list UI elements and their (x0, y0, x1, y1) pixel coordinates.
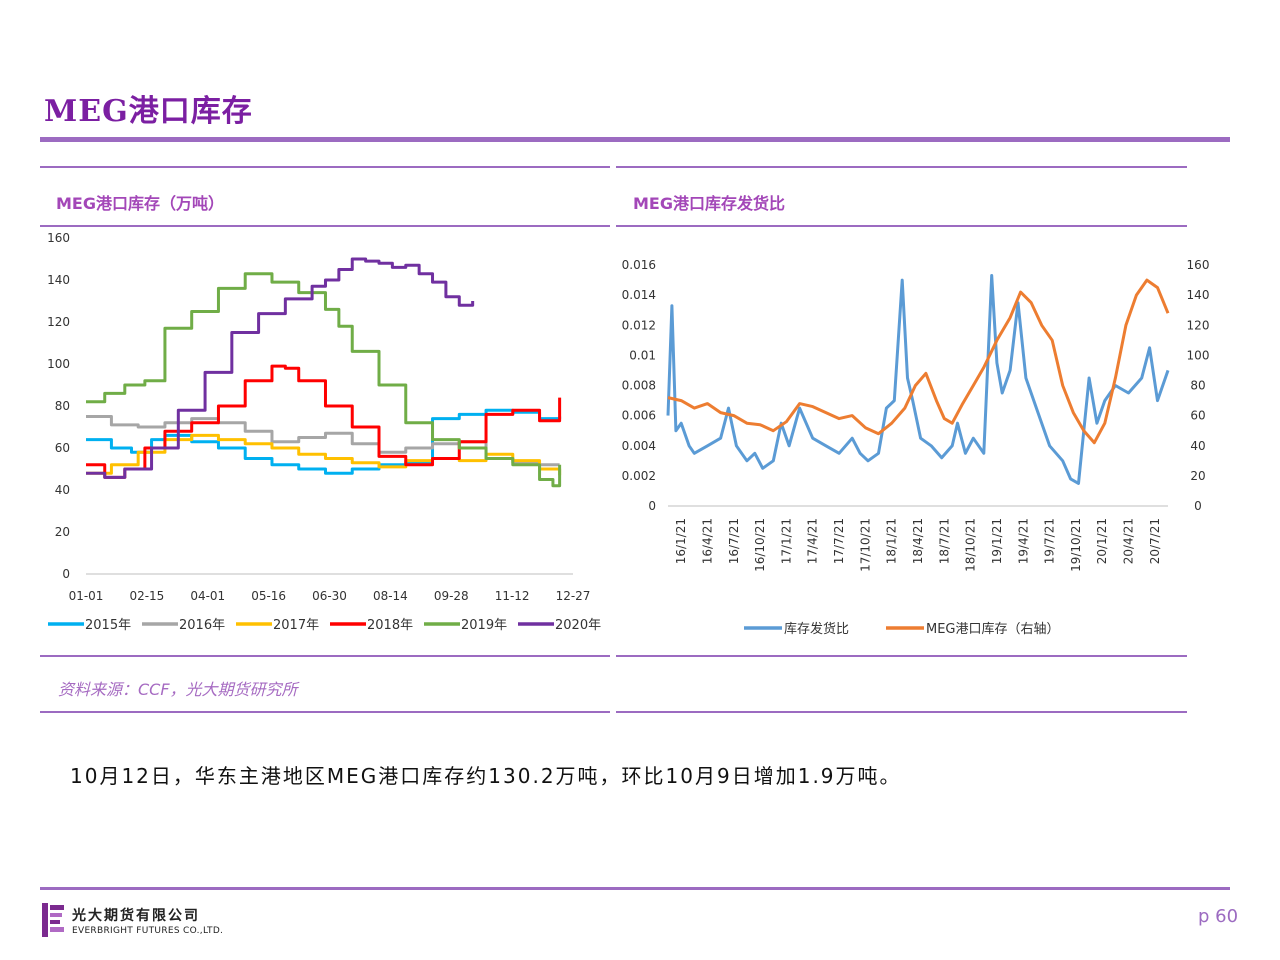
series-line-2015年 (86, 408, 562, 475)
x-tick-label: 04-01 (190, 589, 225, 603)
meg-inventory-chart: 0 20 40 60 80 100 120 140 160 01-01 02-15 04-01 05-1… (47, 231, 601, 633)
x-tick-label: 02-15 (129, 589, 164, 603)
left-y-tick-label: 0.006 (622, 409, 656, 423)
x-tick-label: 18/10/21 (964, 518, 978, 572)
x-tick-label: 19/1/21 (990, 518, 1004, 564)
x-tick-label: 01-01 (69, 589, 104, 603)
x-tick-label: 19/7/21 (1043, 518, 1057, 564)
legend-label: 2019年 (461, 618, 507, 633)
x-tick-label: 17/10/21 (858, 518, 872, 572)
x-tick-label: 18/1/21 (885, 518, 899, 564)
legend-label: 2015年 (85, 618, 131, 633)
y-tick-label: 40 (55, 483, 70, 497)
x-tick-label: 08-14 (373, 589, 408, 603)
series-line-2016年 (86, 415, 560, 467)
series-line-2020年 (86, 257, 475, 479)
left-y-tick-label: 0 (648, 499, 656, 513)
left-y-tick-label: 0.002 (622, 469, 656, 483)
legend-label: 2017年 (273, 618, 319, 633)
right-source-rule (616, 711, 1187, 713)
legend-label: 库存发货比 (784, 621, 849, 637)
left-y-tick-label: 0.01 (629, 348, 656, 362)
x-tick-label: 16/7/21 (727, 518, 741, 564)
legend-label: 2020年 (555, 618, 601, 633)
legend-label: 2018年 (367, 618, 413, 633)
y-tick-label: 160 (47, 231, 70, 245)
y-tick-label: 80 (55, 399, 70, 413)
x-tick-label: 20/7/21 (1148, 518, 1162, 564)
source-note: 资料来源：CCF，光大期货研究所 (58, 680, 298, 699)
x-tick-label: 16/10/21 (753, 518, 767, 572)
page-number: p 60 (1198, 906, 1239, 927)
right-y-tick-label: 60 (1190, 409, 1205, 423)
series-line-2019年 (86, 272, 562, 488)
right-y-tick-label: 0 (1194, 499, 1202, 513)
right-y-tick-label: 40 (1190, 439, 1205, 453)
left-y-tick-label: 0.012 (622, 318, 656, 332)
x-tick-label: 09-28 (434, 589, 469, 603)
x-tick-label: 05-16 (251, 589, 286, 603)
page-title: MEG港口库存 (44, 94, 253, 129)
right-y-tick-label: 160 (1187, 258, 1210, 272)
right-y-tick-label: 140 (1187, 288, 1210, 302)
x-tick-label: 18/7/21 (937, 518, 951, 564)
y-tick-label: 20 (55, 525, 70, 539)
footer-divider (40, 887, 1230, 890)
x-tick-label: 20/4/21 (1122, 518, 1136, 564)
summary-text: 10月12日，华东主港地区MEG港口库存约130.2万吨，环比10月9日增加1.… (70, 764, 902, 788)
left-panel-title-rule (40, 225, 610, 227)
y-tick-label: 140 (47, 273, 70, 287)
x-tick-label: 17/1/21 (779, 518, 793, 564)
right-y-tick-label: 20 (1190, 469, 1205, 483)
y-tick-label: 0 (62, 567, 70, 581)
series-line-库存发货比 (666, 274, 1170, 485)
x-tick-label: 06-30 (312, 589, 347, 603)
x-tick-label: 18/4/21 (911, 518, 925, 564)
title-divider (40, 137, 1230, 142)
right-y-tick-label: 80 (1190, 379, 1205, 393)
x-tick-label: 17/4/21 (806, 518, 820, 564)
y-tick-label: 120 (47, 315, 70, 329)
x-tick-label: 19/4/21 (1016, 518, 1030, 564)
inventory-shipment-ratio-chart: 0 0.002 0.004 0.006 0.008 0.01 0.012 0.014 0.016… (622, 258, 1210, 637)
y-tick-label: 60 (55, 441, 70, 455)
x-tick-label: 16/1/21 (674, 518, 688, 564)
right-panel-title-rule (616, 225, 1187, 227)
left-panel-bottom-rule (40, 655, 610, 657)
left-chart-title: MEG港口库存（万吨） (56, 194, 224, 213)
company-name-cn: 光大期货有限公司 (72, 908, 200, 924)
x-tick-label: 12-27 (556, 589, 591, 603)
legend-label: 2016年 (179, 618, 225, 633)
right-y-tick-label: 100 (1187, 348, 1210, 362)
right-panel-bottom-rule (616, 655, 1187, 657)
left-y-tick-label: 0.008 (622, 379, 656, 393)
series-line-2018年 (86, 364, 562, 479)
right-panel-top-rule (616, 166, 1187, 168)
everbright-logo-icon (42, 903, 64, 937)
x-tick-label: 20/1/21 (1095, 518, 1109, 564)
company-name-en: EVERBRIGHT FUTURES CO.,LTD. (72, 926, 224, 936)
left-panel-top-rule (40, 166, 610, 168)
series-line-MEG港口库存（右轴） (667, 278, 1170, 445)
x-tick-label: 16/4/21 (700, 518, 714, 564)
left-y-tick-label: 0.016 (622, 258, 656, 272)
right-chart-title: MEG港口库存发货比 (633, 194, 785, 213)
x-tick-label: 11-12 (495, 589, 530, 603)
right-y-tick-label: 120 (1187, 318, 1210, 332)
left-y-tick-label: 0.014 (622, 288, 656, 302)
left-source-rule (40, 711, 610, 713)
x-tick-label: 17/7/21 (832, 518, 846, 564)
x-tick-label: 19/10/21 (1069, 518, 1083, 572)
left-y-tick-label: 0.004 (622, 439, 656, 453)
y-tick-label: 100 (47, 357, 70, 371)
legend-label: MEG港口库存（右轴） (926, 621, 1060, 637)
